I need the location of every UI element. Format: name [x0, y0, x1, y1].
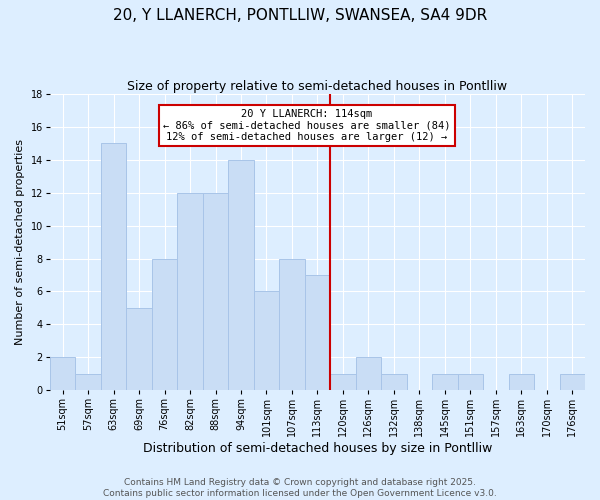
Text: Contains HM Land Registry data © Crown copyright and database right 2025.
Contai: Contains HM Land Registry data © Crown c…	[103, 478, 497, 498]
Bar	[127, 308, 152, 390]
Bar	[509, 374, 534, 390]
Bar	[101, 144, 127, 390]
Title: Size of property relative to semi-detached houses in Pontlliw: Size of property relative to semi-detach…	[127, 80, 508, 93]
Bar	[356, 357, 381, 390]
X-axis label: Distribution of semi-detached houses by size in Pontlliw: Distribution of semi-detached houses by …	[143, 442, 492, 455]
Bar	[203, 193, 228, 390]
Bar	[560, 374, 585, 390]
Bar	[76, 374, 101, 390]
Bar	[381, 374, 407, 390]
Bar	[432, 374, 458, 390]
Bar	[152, 258, 177, 390]
Bar	[330, 374, 356, 390]
Bar	[458, 374, 483, 390]
Text: 20, Y LLANERCH, PONTLLIW, SWANSEA, SA4 9DR: 20, Y LLANERCH, PONTLLIW, SWANSEA, SA4 9…	[113, 8, 487, 22]
Bar	[228, 160, 254, 390]
Bar	[254, 292, 279, 390]
Y-axis label: Number of semi-detached properties: Number of semi-detached properties	[15, 139, 25, 345]
Bar	[177, 193, 203, 390]
Bar	[50, 357, 76, 390]
Bar	[305, 275, 330, 390]
Text: 20 Y LLANERCH: 114sqm
← 86% of semi-detached houses are smaller (84)
12% of semi: 20 Y LLANERCH: 114sqm ← 86% of semi-deta…	[163, 109, 451, 142]
Bar	[279, 258, 305, 390]
